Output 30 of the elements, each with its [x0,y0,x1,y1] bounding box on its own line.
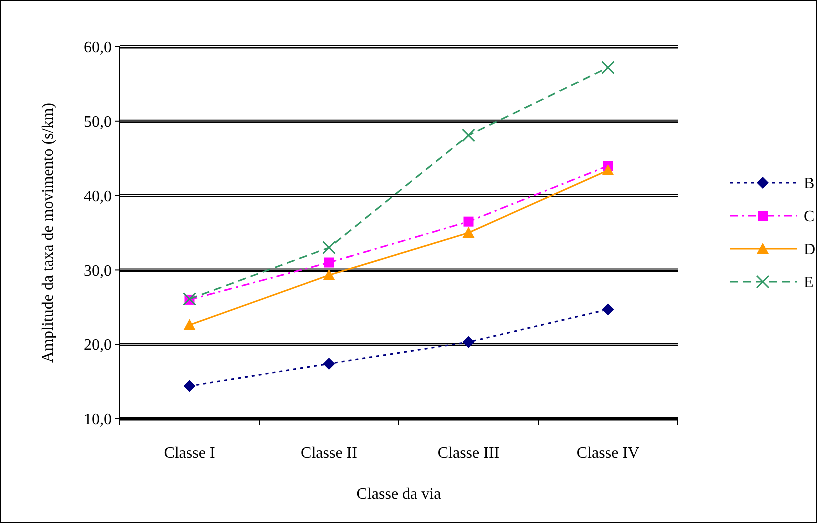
point [323,358,336,370]
legend-label: C [804,208,815,226]
y-tick-label: 30,0 [84,262,112,280]
y-axis-title: Amplitude da taxa de movimento (s/km) [40,103,57,363]
y-tick-label: 40,0 [84,188,112,206]
point [602,164,614,176]
x-tick-label: Classe IV [576,445,640,462]
point [183,292,196,306]
legend-label: E [804,274,814,292]
legend-label: B [804,176,815,193]
point [324,258,334,268]
y-tick-label: 20,0 [84,337,112,354]
x-axis-title: Classe da via [356,486,442,503]
point [602,304,614,316]
point [323,269,336,280]
point [464,216,474,227]
legend-label: D [804,242,816,259]
point [322,241,336,255]
point [184,380,196,392]
y-tick-label: 10,0 [84,412,112,429]
x-tick-label: Classe III [438,445,500,462]
point [462,227,475,238]
point [184,319,196,330]
point [462,128,476,142]
y-tick-label: 60,0 [84,40,112,57]
x-tick-label: Classe I [164,445,216,462]
y-tick-label: 50,0 [84,114,112,131]
point [462,336,475,348]
x-tick-label: Classe II [301,445,358,462]
point [602,61,615,75]
